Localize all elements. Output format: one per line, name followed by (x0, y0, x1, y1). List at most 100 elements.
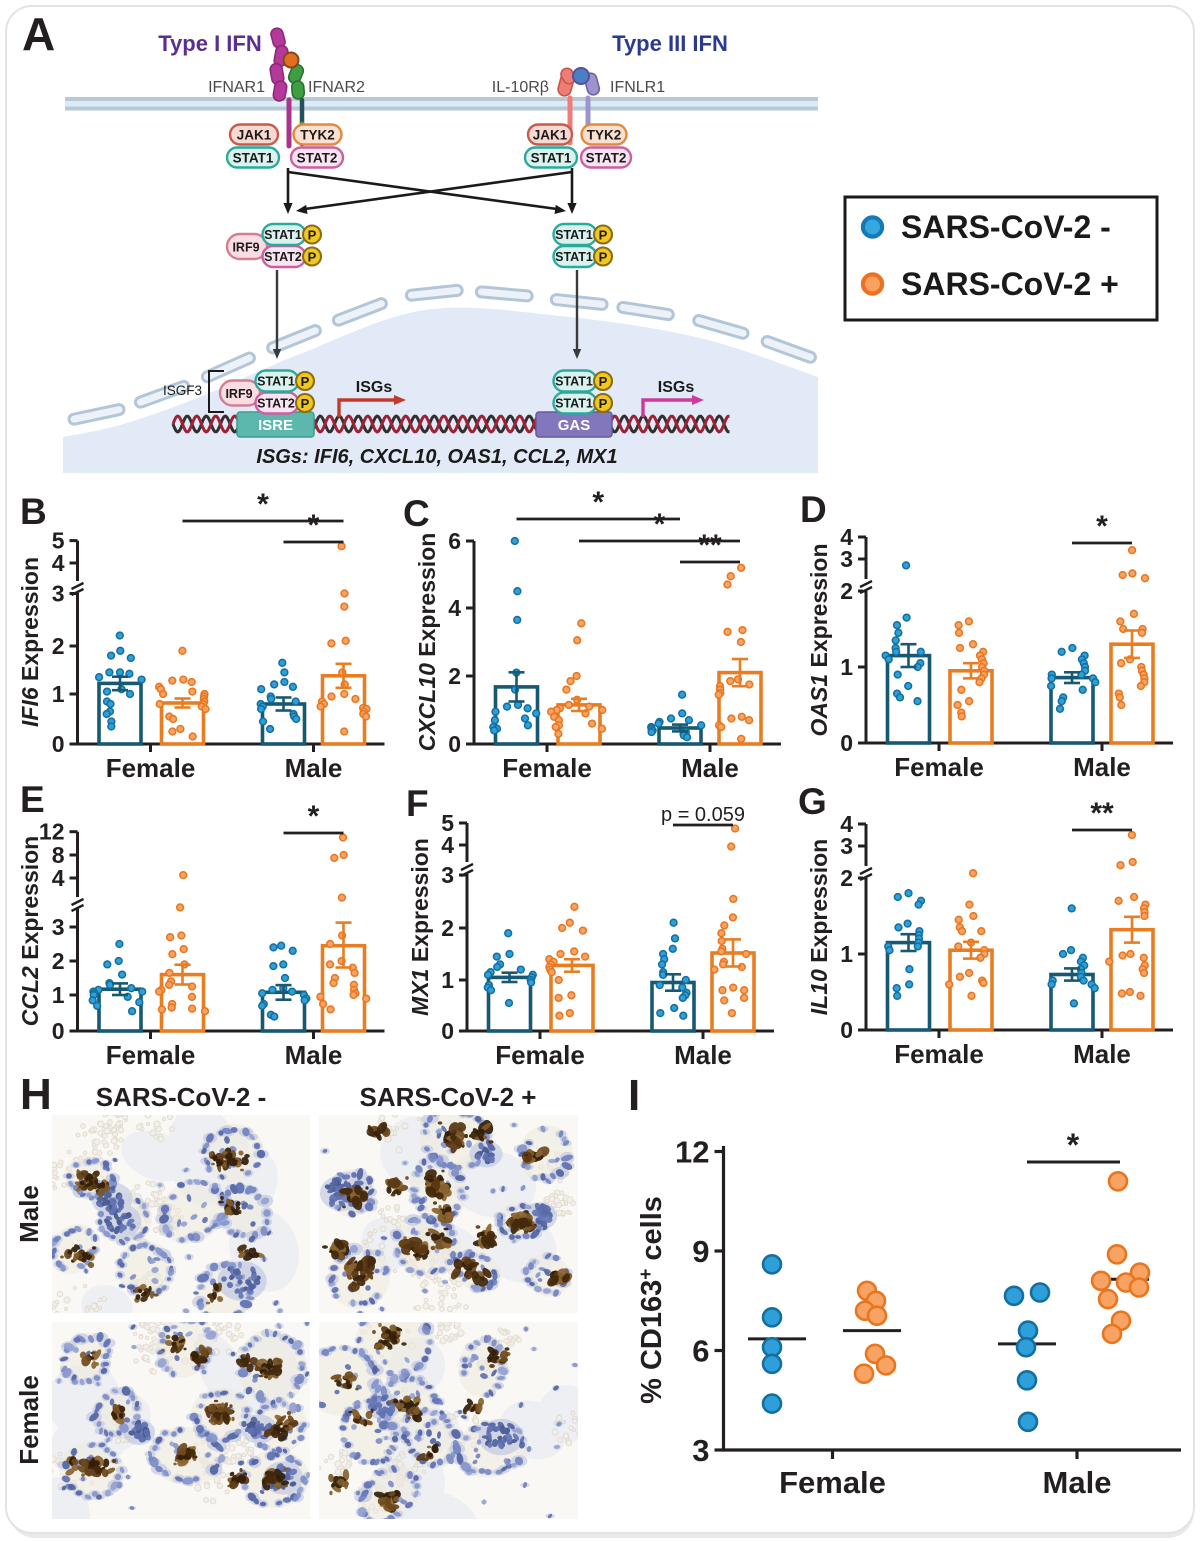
svg-text:**: ** (698, 529, 722, 562)
svg-text:A: A (22, 8, 55, 60)
svg-text:IL10 Expression: IL10 Expression (806, 839, 832, 1015)
svg-text:p = 0.059: p = 0.059 (661, 804, 745, 826)
svg-text:STAT1: STAT1 (257, 375, 295, 389)
svg-text:% CD163+ cells: % CD163+ cells (636, 1196, 668, 1404)
svg-text:0: 0 (448, 731, 461, 757)
svg-text:P: P (301, 396, 310, 411)
svg-text:SARS-CoV-2 -: SARS-CoV-2 - (901, 209, 1111, 245)
svg-text:JAK1: JAK1 (237, 127, 272, 142)
svg-text:*: * (257, 488, 269, 521)
svg-text:Male: Male (1073, 752, 1131, 782)
svg-text:CXCL10 Expression: CXCL10 Expression (414, 533, 440, 752)
svg-text:ISGs: ISGs (658, 379, 695, 396)
svg-text:2: 2 (840, 578, 853, 604)
svg-text:STAT1: STAT1 (555, 250, 593, 264)
svg-text:2: 2 (840, 865, 853, 891)
svg-text:ISGs: ISGs (356, 379, 393, 396)
svg-text:IFNAR1: IFNAR1 (208, 79, 265, 96)
svg-text:Male: Male (285, 753, 343, 783)
svg-text:2: 2 (52, 948, 65, 974)
svg-text:0: 0 (840, 1017, 853, 1043)
svg-text:IFI6 Expression: IFI6 Expression (17, 557, 43, 727)
svg-text:*: * (308, 800, 320, 833)
svg-text:P: P (599, 249, 608, 264)
svg-text:1: 1 (52, 681, 65, 707)
svg-text:Female: Female (502, 753, 592, 783)
svg-text:Male: Male (681, 753, 739, 783)
svg-text:**: ** (1090, 797, 1114, 830)
svg-text:Female: Female (106, 753, 196, 783)
svg-text:Male: Male (14, 1185, 44, 1243)
svg-text:Type III IFN: Type III IFN (612, 31, 728, 56)
svg-text:Female: Female (894, 1039, 984, 1069)
svg-text:STAT1: STAT1 (531, 150, 572, 165)
svg-text:P: P (599, 396, 608, 411)
svg-text:8: 8 (52, 842, 65, 868)
svg-text:MX1 Expression: MX1 Expression (407, 838, 433, 1016)
svg-text:12: 12 (675, 1135, 709, 1170)
svg-text:STAT2: STAT2 (257, 397, 295, 411)
svg-text:Female: Female (495, 1040, 585, 1070)
svg-text:H: H (20, 1070, 52, 1119)
svg-text:P: P (308, 227, 317, 242)
svg-text:3: 3 (441, 862, 454, 888)
svg-text:IL-10Rβ: IL-10Rβ (492, 79, 549, 96)
svg-text:Female: Female (14, 1375, 44, 1465)
svg-text:5: 5 (441, 810, 454, 836)
svg-text:4: 4 (840, 524, 853, 550)
svg-text:B: B (20, 491, 47, 532)
svg-text:SARS-CoV-2 +: SARS-CoV-2 + (360, 1082, 537, 1112)
svg-text:STAT1: STAT1 (264, 228, 302, 242)
svg-text:STAT2: STAT2 (297, 150, 338, 165)
svg-text:CCL2 Expression: CCL2 Expression (17, 836, 43, 1026)
svg-text:Male: Male (1043, 1465, 1112, 1500)
svg-text:3: 3 (840, 546, 853, 572)
svg-text:Male: Male (674, 1040, 732, 1070)
svg-text:0: 0 (441, 1018, 454, 1044)
svg-text:6: 6 (448, 528, 461, 554)
svg-text:6: 6 (692, 1334, 709, 1369)
svg-text:P: P (599, 227, 608, 242)
svg-text:IFNAR2: IFNAR2 (308, 79, 365, 96)
svg-text:GAS: GAS (558, 417, 591, 434)
svg-text:2: 2 (52, 633, 65, 659)
svg-text:0: 0 (840, 730, 853, 756)
svg-text:ISGF3: ISGF3 (163, 383, 202, 398)
svg-text:OAS1 Expression: OAS1 Expression (806, 543, 832, 736)
svg-text:P: P (599, 374, 608, 389)
svg-text:1: 1 (840, 654, 853, 680)
svg-text:Female: Female (779, 1465, 886, 1500)
svg-text:1: 1 (52, 982, 65, 1008)
svg-text:C: C (403, 493, 430, 534)
svg-text:*: * (1096, 510, 1108, 543)
svg-text:4: 4 (52, 550, 65, 576)
svg-text:D: D (800, 489, 827, 530)
svg-text:E: E (20, 779, 45, 820)
svg-text:Male: Male (1073, 1039, 1131, 1069)
svg-text:SARS-CoV-2 +: SARS-CoV-2 + (901, 266, 1119, 302)
svg-text:1: 1 (441, 967, 454, 993)
svg-text:2: 2 (441, 915, 454, 941)
svg-text:JAK1: JAK1 (533, 127, 568, 142)
svg-text:STAT1: STAT1 (555, 228, 593, 242)
svg-text:SARS-CoV-2 -: SARS-CoV-2 - (96, 1082, 266, 1112)
svg-text:4: 4 (448, 595, 461, 621)
svg-text:STAT1: STAT1 (233, 150, 274, 165)
svg-text:3: 3 (52, 914, 65, 940)
svg-text:G: G (798, 781, 827, 822)
svg-text:1: 1 (840, 941, 853, 967)
svg-text:3: 3 (840, 833, 853, 859)
svg-text:IRF9: IRF9 (232, 241, 259, 255)
svg-text:*: * (592, 486, 604, 519)
svg-text:0: 0 (52, 731, 65, 757)
svg-text:STAT2: STAT2 (586, 150, 627, 165)
svg-text:IRF9: IRF9 (225, 387, 252, 401)
svg-text:STAT1: STAT1 (555, 397, 593, 411)
svg-text:TYK2: TYK2 (300, 127, 335, 142)
svg-text:3: 3 (692, 1433, 709, 1468)
svg-text:TYK2: TYK2 (587, 127, 622, 142)
svg-text:5: 5 (52, 528, 65, 554)
svg-text:IFNLR1: IFNLR1 (610, 79, 665, 96)
svg-text:I: I (628, 1071, 640, 1120)
svg-text:*: * (308, 509, 320, 542)
